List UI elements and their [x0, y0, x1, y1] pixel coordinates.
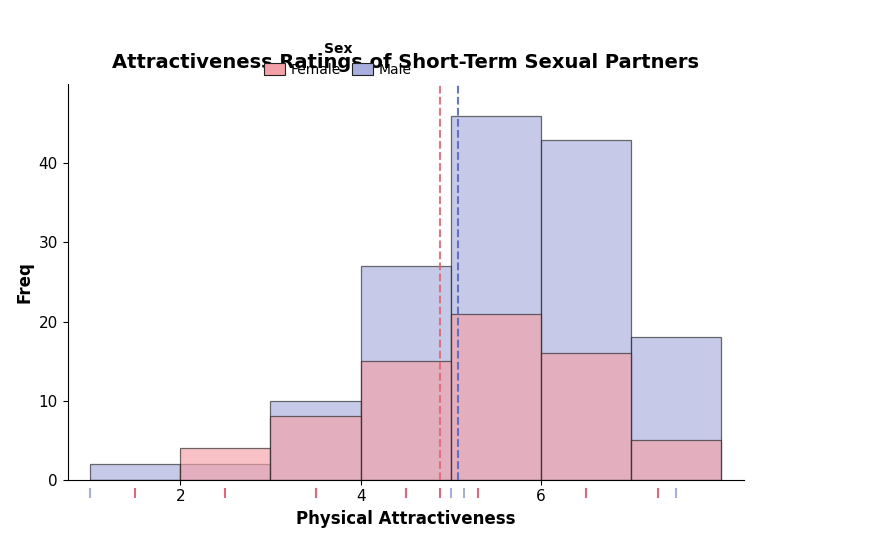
Bar — [361, 361, 451, 480]
X-axis label: Physical Attractiveness: Physical Attractiveness — [296, 510, 515, 528]
Bar — [451, 116, 541, 480]
Bar — [270, 417, 361, 480]
Y-axis label: Freq: Freq — [15, 261, 33, 303]
Bar — [631, 337, 721, 480]
Bar — [181, 448, 270, 480]
Bar — [90, 464, 181, 480]
Bar — [361, 266, 451, 480]
Bar — [541, 140, 631, 480]
Bar — [541, 353, 631, 480]
Legend: Female, Male: Female, Male — [259, 36, 417, 82]
Bar — [181, 464, 270, 480]
Bar — [451, 314, 541, 480]
Bar — [631, 440, 721, 480]
Title: Attractiveness Ratings of Short-Term Sexual Partners: Attractiveness Ratings of Short-Term Sex… — [112, 53, 699, 71]
Bar — [270, 401, 361, 480]
